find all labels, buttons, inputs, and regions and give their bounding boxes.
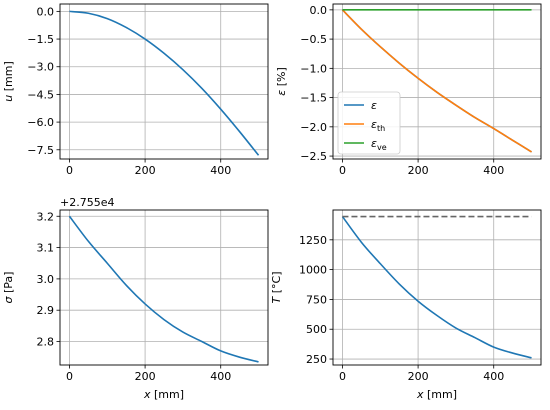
y-tick-label: 500 xyxy=(306,323,327,336)
y-tick-label: −1.5 xyxy=(300,92,327,105)
x-tick-label: 0 xyxy=(339,164,346,177)
legend: ε εth εve xyxy=(337,91,401,155)
y-tick-label: 2.9 xyxy=(37,304,55,317)
series-line xyxy=(341,216,532,359)
legend-box xyxy=(337,91,401,155)
y-axis-label: T [°C] xyxy=(270,272,283,304)
subplot-3: 0 200 400 3.2 3.1 3.0 2.9 2.8 +2.755e4 σ [Pa] x [m… xyxy=(2,196,269,401)
y-tick-label: −1.5 xyxy=(27,33,54,46)
y-tick-label: 2.8 xyxy=(37,336,55,349)
y-tick-label: −2.0 xyxy=(300,121,327,134)
x-tick-label: 200 xyxy=(135,370,156,383)
x-tick-label: 0 xyxy=(66,164,73,177)
legend-label: εve xyxy=(371,137,387,152)
x-tick-label: 0 xyxy=(66,370,73,383)
y-axis-label: u [mm] xyxy=(2,61,15,102)
axes-frame xyxy=(332,3,542,160)
x-tick-label: 0 xyxy=(339,370,346,383)
y-tick-label: −0.5 xyxy=(300,33,327,46)
y-tick-label: 750 xyxy=(306,293,327,306)
y-tick-label: −6.0 xyxy=(27,116,54,129)
y-tick-label: 0.0 xyxy=(310,4,328,17)
x-tick-label: 400 xyxy=(483,370,504,383)
y-axis-label: ε [%] xyxy=(275,67,288,96)
x-axis-label: x [mm] xyxy=(143,388,184,401)
x-axis-label: x [mm] xyxy=(416,388,457,401)
y-tick-label: −4.5 xyxy=(27,88,54,101)
legend-label: εth xyxy=(371,118,385,133)
series-line xyxy=(68,215,259,363)
series-line xyxy=(341,9,532,153)
y-tick-label: 3.2 xyxy=(37,210,55,223)
x-tick-label: 200 xyxy=(135,164,156,177)
y-tick-label: −3.0 xyxy=(27,61,54,74)
y-tick-label: 3.0 xyxy=(37,273,55,286)
legend-label: ε xyxy=(371,99,377,112)
subplot-4: 0 200 400 1250 1000 750 500 250 T [°C] x [mm] xyxy=(270,209,542,401)
x-tick-label: 200 xyxy=(408,370,429,383)
axes-frame xyxy=(59,209,269,366)
axes-frame xyxy=(332,209,542,366)
y-tick-label: 1250 xyxy=(299,234,327,247)
y-tick-label: 250 xyxy=(306,353,327,366)
y-tick-label: −7.5 xyxy=(27,144,54,157)
y-tick-label: 0.0 xyxy=(37,5,55,18)
y-offset-text: +2.755e4 xyxy=(60,196,114,209)
y-tick-label: 1000 xyxy=(299,264,327,277)
series-line xyxy=(69,10,260,156)
y-axis-label: σ [Pa] xyxy=(2,272,15,304)
subplot-1: 0 200 400 0.0 −1.5 −3.0 −4.5 −6.0 −7.5 u [mm] xyxy=(2,3,269,177)
axes-frame xyxy=(59,3,269,160)
x-tick-label: 400 xyxy=(210,164,231,177)
x-tick-label: 400 xyxy=(210,370,231,383)
x-tick-label: 200 xyxy=(408,164,429,177)
y-tick-label: 3.1 xyxy=(37,242,55,255)
y-tick-label: −1.0 xyxy=(300,62,327,75)
y-tick-label: −2.5 xyxy=(300,150,327,163)
x-tick-label: 400 xyxy=(483,164,504,177)
